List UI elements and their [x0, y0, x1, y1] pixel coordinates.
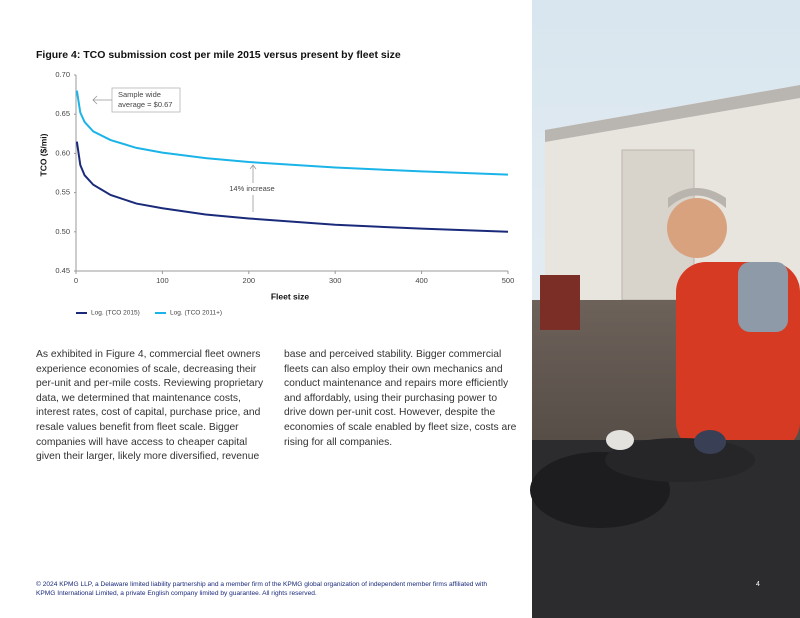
annotation-bg: [226, 183, 278, 195]
y-tick-label: 0.50: [55, 227, 70, 236]
chart-title: Figure 4: TCO submission cost per mile 2…: [36, 49, 401, 61]
legend-label: Log. (TCO 2011+): [170, 310, 222, 317]
x-tick-label: 400: [415, 276, 428, 285]
legend-label: Log. (TCO 2015): [91, 310, 140, 317]
x-tick-label: 500: [502, 276, 515, 285]
y-tick-label: 0.55: [55, 188, 70, 197]
annotation: average = $0.67: [118, 100, 172, 109]
annotation: 14% increase: [229, 184, 274, 193]
page-number: 4: [756, 581, 760, 588]
series-line: [75, 141, 509, 233]
y-axis-label: TCO ($/mi): [38, 133, 48, 176]
body-column: base and perceived stability. Bigger com…: [284, 349, 517, 448]
series-line: [75, 90, 509, 176]
x-axis-label: Fleet size: [271, 291, 310, 301]
x-tick-label: 300: [329, 276, 342, 285]
footer: © 2024 KPMG LLP, a Delaware limited liab…: [36, 581, 488, 597]
y-tick-label: 0.45: [55, 266, 70, 275]
y-tick-label: 0.70: [55, 70, 70, 79]
y-tick-label: 0.60: [55, 148, 70, 157]
x-tick-label: 0: [74, 276, 78, 285]
annotation-arrow: [92, 95, 112, 105]
photo: [530, 0, 800, 618]
x-tick-label: 200: [243, 276, 256, 285]
y-tick-label: 0.65: [55, 109, 70, 118]
body-column: As exhibited in Figure 4, commercial fle…: [36, 349, 264, 463]
x-tick-label: 100: [156, 276, 169, 285]
annotation: Sample wide: [118, 90, 161, 99]
annotation-box: [111, 87, 181, 113]
